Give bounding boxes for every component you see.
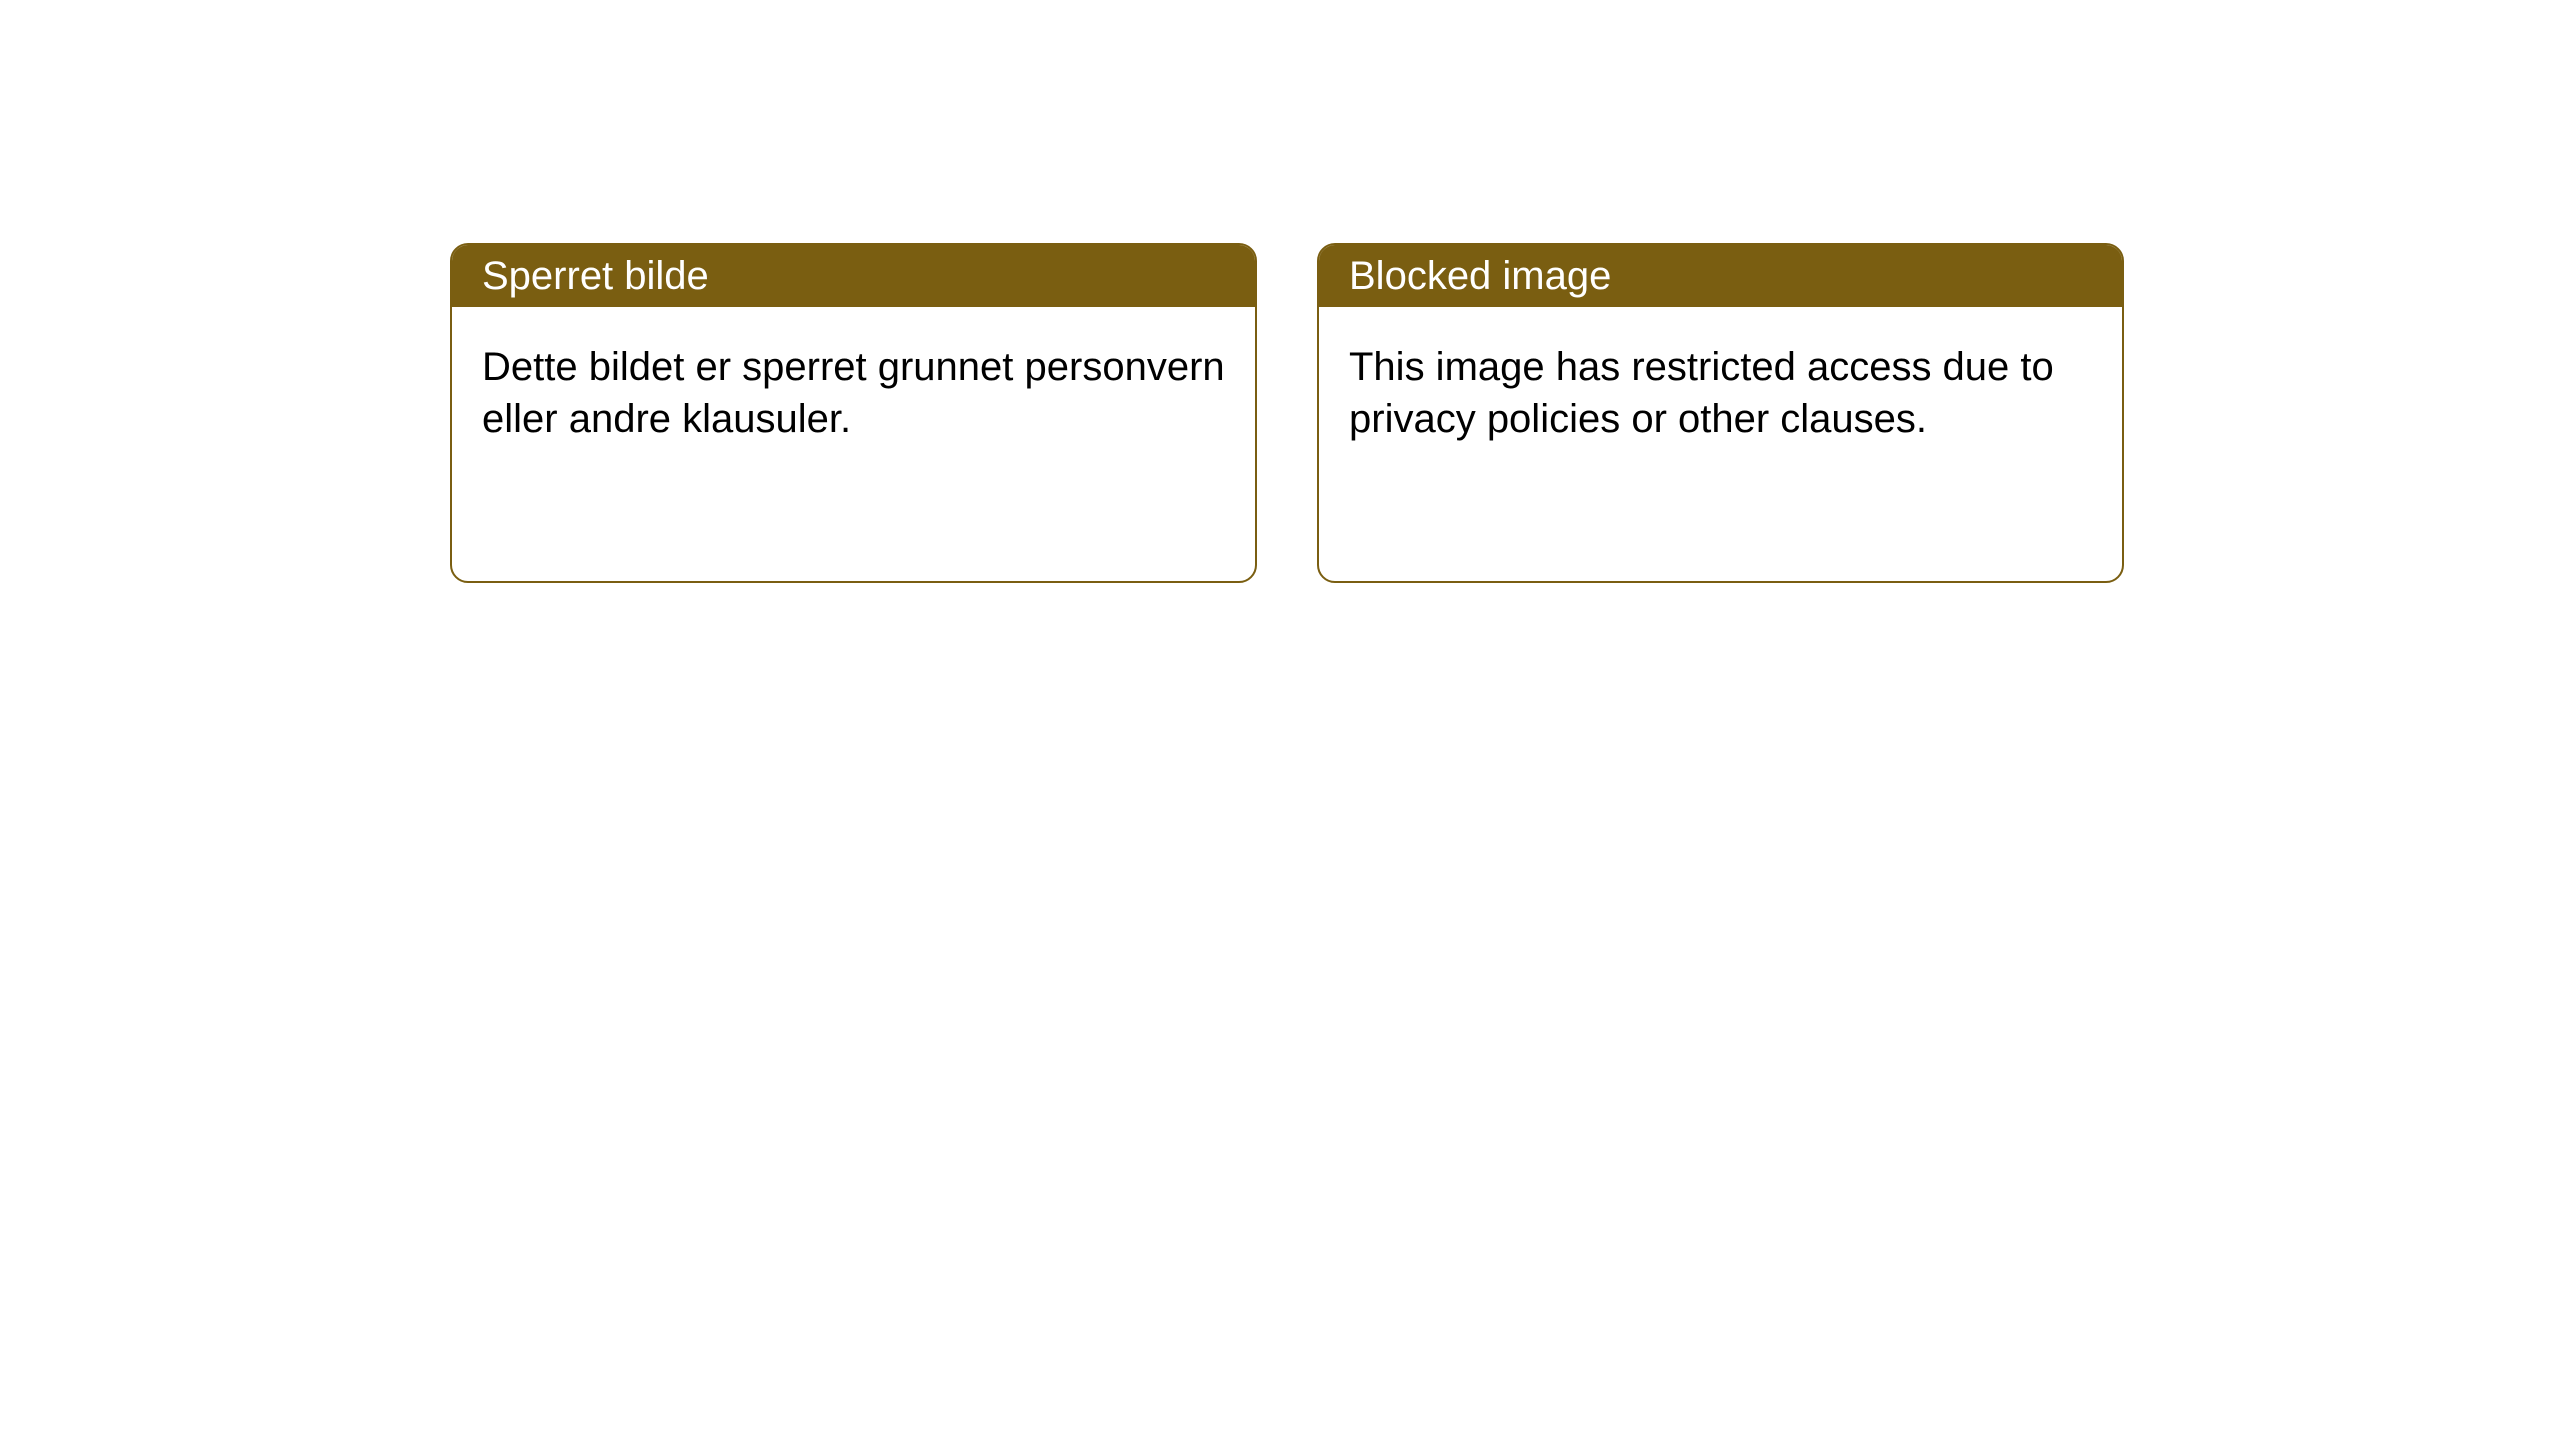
- notice-container: Sperret bilde Dette bildet er sperret gr…: [0, 0, 2560, 583]
- notice-card-english: Blocked image This image has restricted …: [1317, 243, 2124, 583]
- notice-card-norwegian: Sperret bilde Dette bildet er sperret gr…: [450, 243, 1257, 583]
- notice-text: Dette bildet er sperret grunnet personve…: [482, 341, 1225, 445]
- notice-text: This image has restricted access due to …: [1349, 341, 2092, 445]
- notice-header: Blocked image: [1319, 245, 2122, 307]
- notice-title: Blocked image: [1349, 254, 1611, 299]
- notice-body: This image has restricted access due to …: [1319, 307, 2122, 479]
- notice-header: Sperret bilde: [452, 245, 1255, 307]
- notice-title: Sperret bilde: [482, 254, 709, 299]
- notice-body: Dette bildet er sperret grunnet personve…: [452, 307, 1255, 479]
